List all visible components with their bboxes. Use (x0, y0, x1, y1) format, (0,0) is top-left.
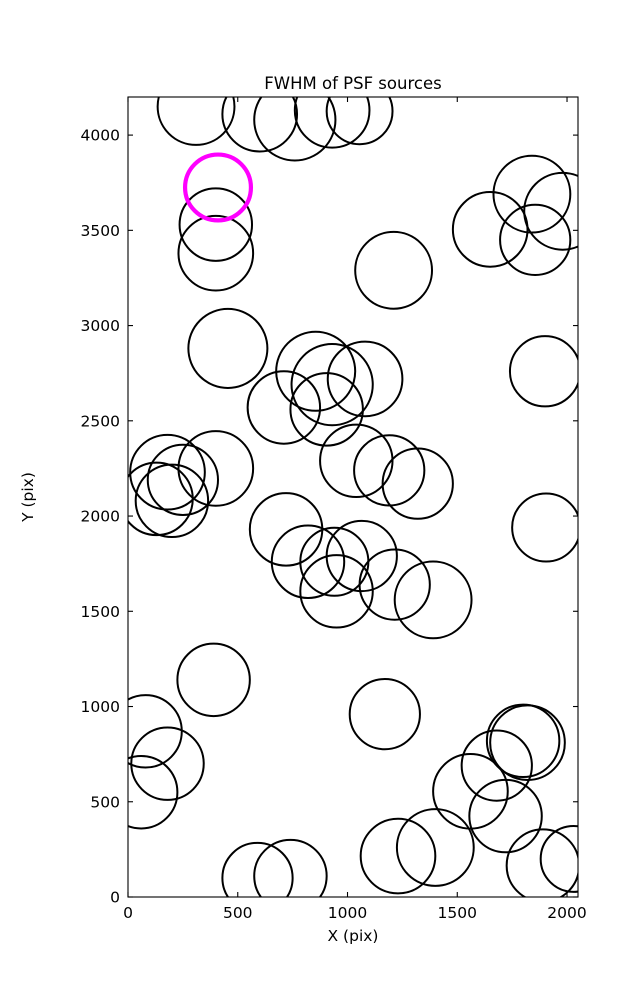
psf-source-circle (492, 154, 572, 234)
psf-source-circle (395, 808, 475, 887)
psf-source-circle (508, 335, 578, 408)
psf-source-circle (129, 433, 206, 511)
psf-source-circle (325, 97, 394, 146)
psf-source-circle (354, 230, 434, 310)
y-tick-label: 500 (90, 793, 120, 811)
psf-source-circle (326, 340, 404, 418)
psf-source-circle (539, 824, 578, 893)
y-tick-label: 3500 (81, 222, 120, 240)
psf-source-circle (178, 187, 254, 262)
psf-source-circle (176, 642, 251, 718)
psf-source-circle (130, 726, 205, 801)
psf-source-circle (523, 171, 578, 251)
psf-source-circle (156, 97, 236, 146)
y-axis-ticks: 0 500 1000 1500 2000 2500 3000 3500 4000 (81, 127, 578, 907)
psf-source-circle (289, 372, 364, 447)
y-tick-label: 4000 (81, 127, 120, 145)
x-tick-label: 500 (223, 904, 253, 922)
x-axis-ticks: 0 500 1000 1500 2000 (123, 97, 587, 922)
psf-source-circle (359, 817, 437, 895)
psf-source-circle (128, 755, 179, 830)
psf-source-circle (468, 778, 543, 854)
y-axis-label: Y (pix) (19, 472, 37, 523)
psf-source-circle (358, 548, 431, 621)
psf-source-circle (485, 703, 561, 779)
psf-source-circle (499, 203, 572, 276)
psf-source-circle (253, 97, 337, 162)
psf-source-circle (146, 443, 220, 516)
psf-source-circle (393, 560, 473, 640)
psf-source-circle (270, 524, 346, 599)
psf-source-circle (451, 191, 529, 268)
psf-source-circle (221, 841, 294, 897)
psf-source-circle (248, 492, 324, 567)
psf-source-circle (381, 447, 454, 520)
x-tick-label: 1500 (438, 904, 477, 922)
psf-source-circle (505, 828, 578, 897)
psf-source-circle (489, 704, 566, 782)
psf-source-circle (253, 838, 328, 897)
data-circles-layer (128, 97, 578, 897)
x-axis-label: X (pix) (328, 927, 379, 945)
plot-frame (127, 96, 579, 898)
highlighted-source-circle (182, 152, 254, 223)
psf-source-circle (460, 729, 533, 802)
psf-source-circle (134, 463, 210, 539)
x-tick-label: 1000 (328, 904, 367, 922)
x-tick-label: 2000 (547, 904, 586, 922)
psf-source-circle (177, 214, 255, 292)
y-tick-label: 2000 (81, 508, 120, 526)
plot-title: FWHM of PSF sources (264, 74, 441, 93)
psf-source-circle (432, 752, 509, 830)
x-tick-label: 0 (123, 904, 133, 922)
psf-source-circle (319, 423, 394, 499)
psf-source-circle (299, 554, 374, 629)
psf-source-circle (128, 461, 194, 537)
y-tick-label: 1000 (81, 698, 120, 716)
psf-source-circle (177, 430, 255, 507)
psf-source-circle (221, 97, 299, 153)
psf-source-circle (187, 307, 269, 389)
y-tick-label: 1500 (81, 603, 120, 621)
y-tick-label: 2500 (81, 412, 120, 430)
psf-source-circle (246, 370, 322, 445)
psf-source-circle (511, 492, 578, 563)
y-tick-label: 3000 (81, 317, 120, 335)
y-tick-label: 0 (110, 889, 120, 907)
psf-source-circle (290, 343, 374, 427)
psf-source-circle (348, 678, 421, 751)
psf-source-circle (293, 97, 371, 149)
